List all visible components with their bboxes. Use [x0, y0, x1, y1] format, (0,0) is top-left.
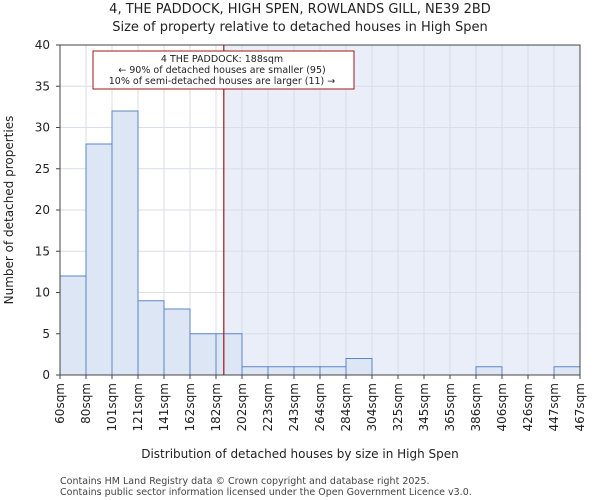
- x-tick-label: 121sqm: [131, 383, 145, 431]
- x-tick-label: 447sqm: [547, 383, 561, 431]
- bar-121sqm: [137, 300, 165, 376]
- x-tick-label: 80sqm: [79, 383, 93, 424]
- bar-101sqm: [111, 110, 139, 376]
- bar-386sqm: [475, 366, 503, 376]
- bar-162sqm: [189, 333, 217, 376]
- x-tick-label: 284sqm: [339, 383, 353, 431]
- x-tick-label: 162sqm: [183, 383, 197, 431]
- x-tick-label: 325sqm: [391, 383, 405, 431]
- y-tick-label: 35: [35, 79, 50, 93]
- y-tick-label: 0: [42, 368, 50, 382]
- annotation-line-2: ← 90% of detached houses are smaller (95…: [118, 65, 325, 76]
- x-tick-label: 60sqm: [53, 383, 67, 424]
- bar-80sqm: [85, 143, 113, 376]
- bar-202sqm: [241, 366, 269, 376]
- x-tick-label: 304sqm: [365, 383, 379, 431]
- x-tick-label: 202sqm: [235, 383, 249, 431]
- x-axis-label: Distribution of detached houses by size …: [141, 447, 459, 461]
- y-tick-label: 40: [35, 38, 50, 52]
- y-tick-label: 15: [35, 244, 50, 258]
- x-tick-label: 386sqm: [469, 383, 483, 431]
- bars: [59, 110, 581, 376]
- x-tick-label: 243sqm: [287, 383, 301, 431]
- x-tick-label: 365sqm: [443, 383, 457, 431]
- y-tick-label: 25: [35, 162, 50, 176]
- x-tick-label: 467sqm: [573, 383, 587, 431]
- bar-447sqm: [553, 366, 581, 376]
- footer-line-1: Contains HM Land Registry data © Crown c…: [60, 476, 430, 487]
- chart-title: 4, THE PADDOCK, HIGH SPEN, ROWLANDS GILL…: [109, 2, 491, 17]
- x-tick-label: 182sqm: [209, 383, 223, 431]
- chart-subtitle: Size of property relative to detached ho…: [112, 20, 488, 35]
- bar-141sqm: [163, 308, 191, 376]
- y-axis-label: Number of detached properties: [2, 116, 16, 305]
- annotation-line-3: 10% of semi-detached houses are larger (…: [109, 76, 336, 87]
- y-tick-label: 30: [35, 121, 50, 135]
- bar-284sqm: [345, 358, 373, 376]
- y-ticks: 0 5 10 15 20 25 30 35 40: [35, 38, 60, 382]
- x-tick-label: 406sqm: [495, 383, 509, 431]
- bar-264sqm: [319, 366, 347, 376]
- bar-60sqm: [59, 275, 87, 376]
- x-tick-label: 141sqm: [157, 383, 171, 431]
- annotation-line-1: 4 THE PADDOCK: 188sqm: [161, 54, 283, 65]
- bar-223sqm: [267, 366, 295, 376]
- x-tick-label: 426sqm: [521, 383, 535, 431]
- x-tick-label: 101sqm: [105, 383, 119, 431]
- x-tick-label: 264sqm: [313, 383, 327, 431]
- annotation-box: 4 THE PADDOCK: 188sqm ← 90% of detached …: [92, 50, 355, 90]
- bar-182sqm: [215, 333, 243, 376]
- bar-243sqm: [293, 366, 321, 376]
- x-ticks: 60sqm 80sqm 101sqm 121sqm 141sqm 162sqm 182sqm…: [53, 375, 587, 431]
- x-tick-label: 345sqm: [417, 383, 431, 431]
- x-tick-label: 223sqm: [261, 383, 275, 431]
- footer-line-2: Contains public sector information licen…: [60, 487, 472, 498]
- y-tick-label: 10: [35, 286, 50, 300]
- y-tick-label: 20: [35, 203, 50, 217]
- y-tick-label: 5: [42, 327, 50, 341]
- annotation-frame: [92, 50, 355, 90]
